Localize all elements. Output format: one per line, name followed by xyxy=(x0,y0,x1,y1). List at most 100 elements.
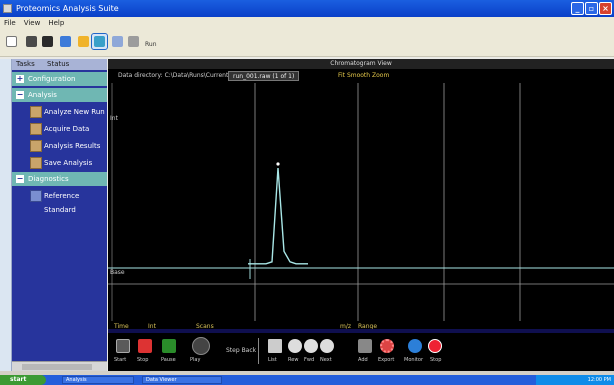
options-label[interactable]: Fit Smooth Zoom xyxy=(338,72,390,79)
status-bar: Time Int Scans m/z Range xyxy=(108,321,614,333)
sidebar-group-analysis[interactable]: − Analysis xyxy=(12,88,107,102)
sidebar-group-configuration[interactable]: + Configuration xyxy=(12,72,107,86)
tab-status[interactable]: Status xyxy=(47,60,70,68)
playback-controls: Start Stop Pause Play Step Back List Rew… xyxy=(108,333,614,371)
sidebar-item-label: Acquire Data xyxy=(44,125,90,133)
collapse-icon[interactable]: − xyxy=(16,90,24,99)
copy-icon[interactable] xyxy=(110,34,125,49)
control-label: Export xyxy=(378,357,395,363)
close-button[interactable]: × xyxy=(599,2,612,15)
status-time: Time xyxy=(114,323,129,330)
baseline-label: Base xyxy=(110,269,125,276)
window-title: Proteomics Analysis Suite xyxy=(16,4,119,13)
fast-forward-icon[interactable] xyxy=(304,339,318,353)
stop-sign-icon[interactable] xyxy=(428,339,442,353)
menu-help[interactable]: Help xyxy=(48,19,65,27)
window-titlebar: Proteomics Analysis Suite _ ▫ × xyxy=(0,0,614,17)
control-label: Stop xyxy=(430,357,442,363)
group-label: Diagnostics xyxy=(28,175,69,183)
sidebar-item-analyze-new-run[interactable]: Analyze New Run xyxy=(12,105,107,119)
instrument-icon[interactable] xyxy=(58,34,73,49)
selected-tool-icon[interactable] xyxy=(91,33,108,50)
sidebar-group-diagnostics[interactable]: − Diagnostics xyxy=(12,172,107,186)
properties-icon[interactable] xyxy=(76,34,91,49)
taskbar-item[interactable]: Data Viewer xyxy=(142,376,222,384)
maximize-button[interactable]: ▫ xyxy=(585,2,598,15)
standard-icon xyxy=(30,190,42,202)
status-mz: m/z xyxy=(340,323,352,330)
chromatogram-plot[interactable]: Int Base xyxy=(108,83,614,321)
horizontal-scrollbar[interactable] xyxy=(0,371,614,375)
main-panel: Chromatogram View Data directory: C:\Dat… xyxy=(108,59,614,371)
panel-controls: Data directory: C:\Data\Runs\Current run… xyxy=(108,69,614,83)
sidebar-item-reference-standard[interactable]: Reference Standard xyxy=(12,189,107,214)
list-icon[interactable] xyxy=(268,339,282,353)
control-label: Monitor xyxy=(404,357,424,363)
control-label: Stop xyxy=(137,357,149,363)
panel-title: Chromatogram View xyxy=(108,59,614,69)
minimize-button[interactable]: _ xyxy=(571,2,584,15)
y-axis-label: Int xyxy=(110,115,119,122)
step-back-label[interactable]: Step Back xyxy=(226,347,257,354)
sidebar-item-label: Analysis Results xyxy=(44,142,101,150)
toolbar: Run xyxy=(0,29,614,57)
status-int: Int xyxy=(148,323,156,330)
peak-marker xyxy=(276,162,280,166)
run-icon xyxy=(30,106,42,118)
tab-tasks[interactable]: Tasks xyxy=(16,60,35,68)
control-label: Rew xyxy=(288,357,299,363)
sidebar-item-analysis-results[interactable]: Analysis Results xyxy=(12,139,107,153)
expand-icon[interactable]: + xyxy=(16,74,24,83)
sidebar: Tasks Status + Configuration − Analysis … xyxy=(12,59,107,371)
control-label: Start xyxy=(114,357,127,363)
group-label: Analysis xyxy=(28,91,57,99)
scrollbar-thumb[interactable] xyxy=(22,364,92,370)
add-icon[interactable] xyxy=(358,339,372,353)
status-scans: Scans xyxy=(196,323,214,330)
monitor-icon[interactable] xyxy=(408,339,422,353)
search-icon[interactable] xyxy=(126,34,141,49)
new-document-icon[interactable] xyxy=(4,34,19,49)
menu-file[interactable]: File xyxy=(4,19,16,27)
export-icon[interactable] xyxy=(380,339,394,353)
taskbar: start Analysis Data Viewer 12:00 PM xyxy=(0,375,614,385)
collapse-icon[interactable]: − xyxy=(16,174,24,183)
rewind-icon[interactable] xyxy=(288,339,302,353)
start-icon[interactable] xyxy=(116,339,130,353)
sidebar-edge xyxy=(0,59,12,371)
status-range: Range xyxy=(358,323,378,330)
separator xyxy=(258,338,259,364)
sidebar-tabs: Tasks Status xyxy=(12,59,107,70)
save-icon[interactable] xyxy=(40,34,55,49)
app-icon xyxy=(3,4,12,13)
sidebar-scrollbar[interactable] xyxy=(12,361,107,371)
save-analysis-icon xyxy=(30,157,42,169)
pause-icon[interactable] xyxy=(162,339,176,353)
control-label: Pause xyxy=(161,357,176,363)
open-file-icon[interactable] xyxy=(24,34,39,49)
directory-label: Data directory: C:\Data\Runs\Current xyxy=(118,72,229,79)
taskbar-item[interactable]: Analysis xyxy=(62,376,134,384)
toolbar-label: Run xyxy=(145,41,157,48)
start-button[interactable]: start xyxy=(0,375,46,385)
menu-view[interactable]: View xyxy=(23,19,41,27)
file-field[interactable]: run_001.raw (1 of 1) xyxy=(228,71,300,81)
group-label: Configuration xyxy=(28,75,76,83)
next-icon[interactable] xyxy=(320,339,334,353)
stop-icon[interactable] xyxy=(138,339,152,353)
timeline-track[interactable] xyxy=(108,329,614,333)
sidebar-item-label: Analyze New Run xyxy=(44,108,105,116)
control-label: Next xyxy=(320,357,332,363)
control-label: Add xyxy=(358,357,368,363)
control-label: Play xyxy=(190,357,201,363)
control-label: Fwd xyxy=(304,357,315,363)
series-line xyxy=(248,167,308,265)
control-label: List xyxy=(268,357,277,363)
sidebar-item-acquire-data[interactable]: Acquire Data xyxy=(12,122,107,136)
system-tray-clock: 12:00 PM xyxy=(536,375,614,385)
play-icon[interactable] xyxy=(192,337,210,355)
acquire-icon xyxy=(30,123,42,135)
results-icon xyxy=(30,140,42,152)
sidebar-item-label: Reference Standard xyxy=(44,192,80,214)
sidebar-item-save-analysis[interactable]: Save Analysis xyxy=(12,156,107,170)
